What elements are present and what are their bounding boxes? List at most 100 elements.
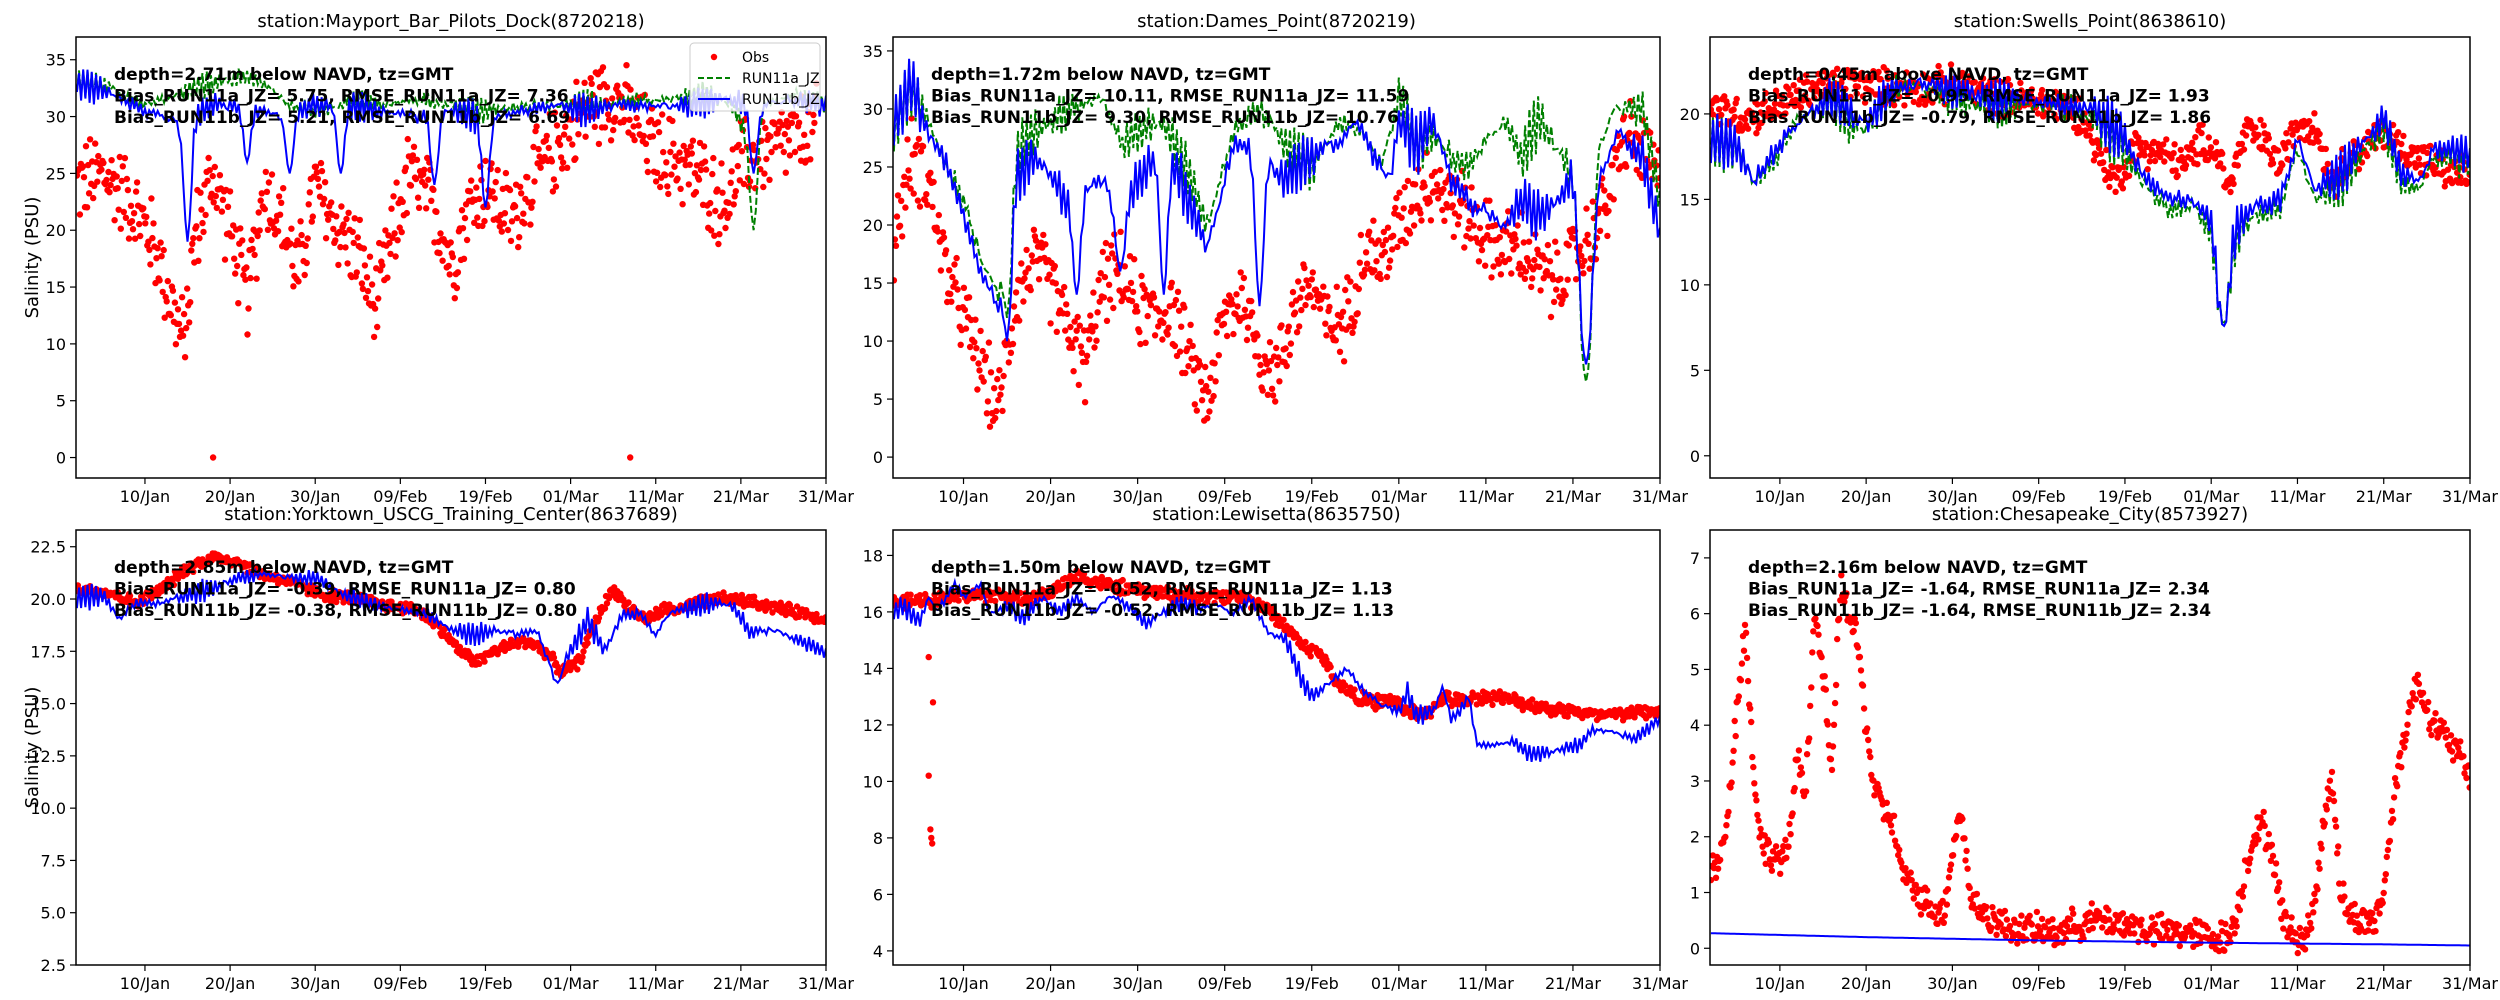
stats-annotation: Bias_RUN11b_JZ= 5.21, RMSE_RUN11b_JZ= 6.… [114,108,570,128]
obs-point [676,149,683,156]
stats-annotation: Bias_RUN11b_JZ= -1.64, RMSE_RUN11b_JZ= 2… [1748,601,2211,621]
obs-point [107,181,114,189]
y-tick-label: 20 [46,221,66,240]
obs-point [1655,147,1660,154]
obs-point [928,834,935,842]
obs-point [1725,808,1732,816]
obs-point [939,229,947,236]
obs-point [591,123,598,130]
obs-point [679,201,686,208]
obs-point [2106,183,2113,191]
x-tick-label: 21/Mar [2356,974,2412,993]
x-tick-label: 09/Feb [373,487,427,506]
obs-point [304,235,311,242]
obs-point [413,156,421,163]
obs-point [218,208,226,215]
obs-point [1476,224,1484,232]
obs-point [1402,239,1410,247]
legend-marker [710,53,718,61]
obs-point [929,203,936,211]
obs-point [1860,705,1868,712]
obs-point [1008,325,1016,332]
obs-point [1215,352,1223,359]
obs-point [2257,814,2264,821]
obs-point [552,183,560,190]
legend-item: RUN11b_JZ [698,92,820,108]
obs-point [1495,260,1503,267]
y-tick-label: 5 [1690,361,1700,380]
obs-point [504,226,512,234]
obs-point [1302,301,1309,309]
obs-point [1361,266,1369,273]
obs-point [2204,925,2211,932]
obs-point [722,224,729,232]
obs-point [256,227,263,234]
obs-point [1901,102,1908,109]
obs-point [1351,318,1358,326]
obs-point [2384,846,2392,854]
obs-point [2146,158,2153,165]
obs-point [170,581,178,589]
obs-point [1787,831,1794,838]
obs-point [1868,771,1875,779]
obs-point [605,116,613,123]
obs-point [1917,911,1925,918]
obs-point [1092,323,1099,330]
obs-point [734,162,741,170]
y-tick-label: 12.5 [30,747,66,766]
obs-point [158,253,165,260]
obs-point [1812,615,1819,622]
obs-point [782,169,789,176]
obs-point [1570,235,1578,242]
obs-point [1093,337,1100,344]
obs-point [1729,759,1736,766]
obs-point [2405,708,2412,716]
obs-point [582,133,589,140]
obs-point [1601,187,1608,194]
obs-point [482,157,489,165]
obs-point [174,306,182,313]
obs-point [1196,361,1204,368]
obs-point [386,239,393,247]
obs-point [1244,324,1252,331]
obs-point [1931,914,1938,921]
obs-point [775,125,782,132]
x-tick-label: 09/Feb [1198,487,1252,506]
obs-point [255,209,262,216]
obs-point [721,207,728,214]
obs-point [627,454,634,461]
obs-point [2340,880,2347,887]
obs-point [654,119,662,126]
obs-point [1895,851,1902,859]
obs-point [468,177,475,184]
obs-point [2017,79,2024,87]
obs-point [562,123,569,130]
obs-point [1144,312,1151,320]
obs-point [2322,145,2329,153]
obs-point [1795,87,1803,94]
obs-point [164,277,171,285]
obs-point [1265,367,1273,374]
obs-point [1754,811,1761,819]
obs-point [1090,289,1097,296]
obs-point [1176,348,1184,355]
obs-point [702,166,710,173]
obs-point [1947,61,1955,68]
y-tick-label: 2.5 [41,956,66,975]
obs-point [2408,703,2415,710]
obs-point [2296,135,2304,142]
y-tick-label: 0 [873,448,883,467]
obs-point [2301,946,2309,953]
obs-point [2060,930,2068,937]
obs-point [1357,231,1365,239]
obs-point [169,576,177,584]
obs-point [1046,271,1053,278]
obs-point [82,143,90,150]
obs-point [224,203,232,210]
obs-point [2247,855,2254,862]
obs-point [793,603,801,610]
obs-point [1182,369,1189,377]
x-tick-label: 10/Jan [1755,487,1805,506]
obs-point [2330,797,2338,805]
obs-point [760,183,767,191]
